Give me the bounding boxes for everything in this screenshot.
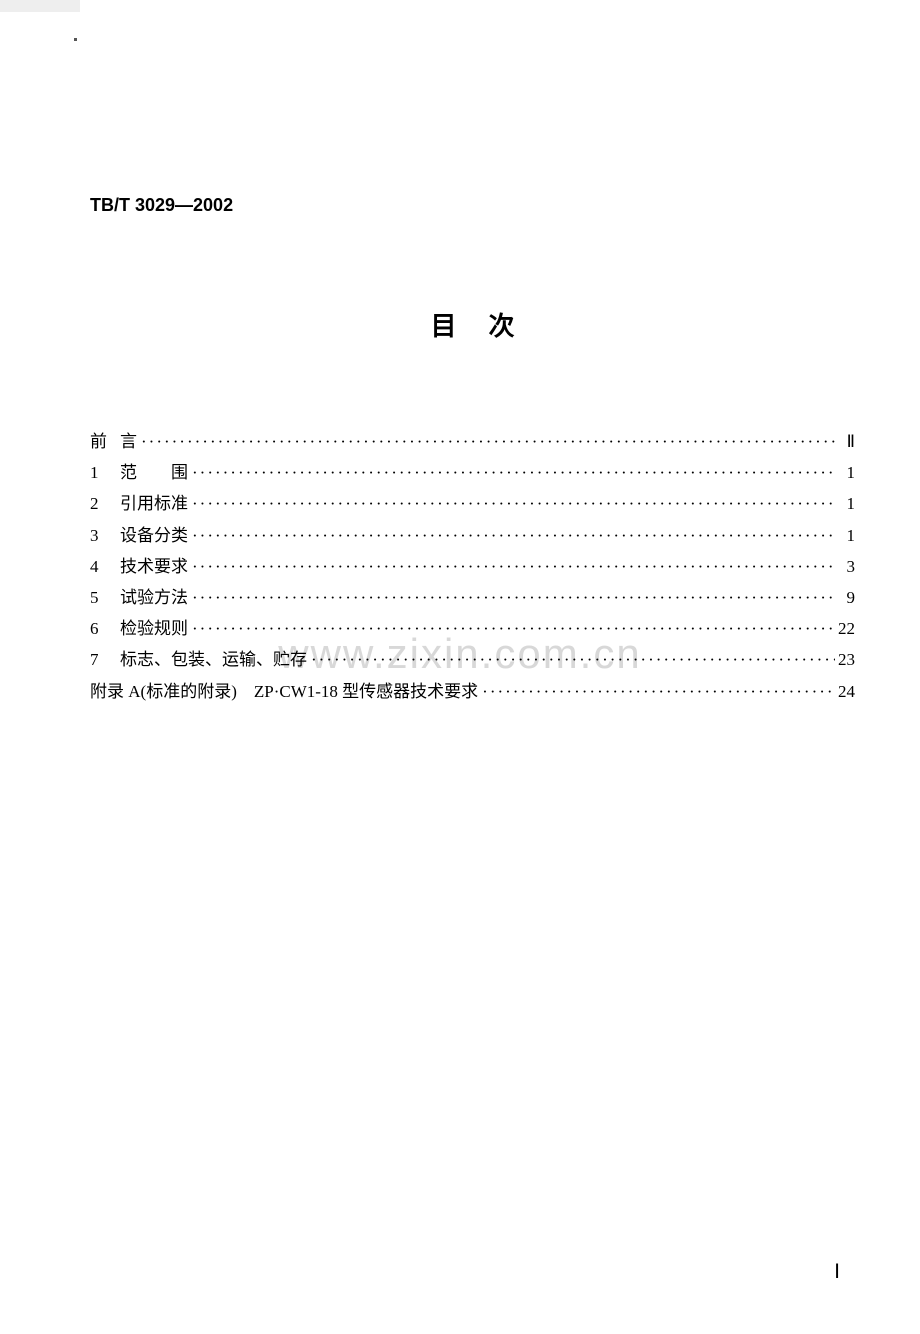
toc-leader [307,646,835,673]
toc-page-num: 22 [835,615,855,642]
toc-row: 3 设备分类 1 [90,522,855,549]
toc-leader [188,459,835,486]
toc-section-label: 范 围 [120,459,188,486]
toc-section-num: 6 [90,615,120,642]
toc-section-label: 检验规则 [120,615,188,642]
toc-page-num: Ⅱ [835,428,855,455]
toc-leader [137,428,835,455]
table-of-contents: 前 言 Ⅱ 1 范 围 1 2 引用标准 1 3 设备分类 1 4 技术要求 [90,428,855,705]
toc-section-num: 4 [90,553,120,580]
toc-section-label: 设备分类 [120,522,188,549]
toc-preface-b: 言 [120,428,137,455]
toc-row-appendix: 附录 A(标准的附录) ZP·CW1-18 型传感器技术要求 24 [90,678,855,705]
toc-row: 7 标志、包装、运输、贮存 23 [90,646,855,673]
document-page: TB/T 3029—2002 目次 www.zixin.com.cn 前 言 Ⅱ… [0,0,920,1334]
toc-leader [478,678,835,705]
toc-page-num: 3 [835,553,855,580]
toc-section-num: 1 [90,459,120,486]
toc-preface-a: 前 [90,428,120,455]
toc-row: 4 技术要求 3 [90,553,855,580]
toc-section-label: 试验方法 [120,584,188,611]
page-number: Ⅰ [834,1259,840,1284]
toc-row: 1 范 围 1 [90,459,855,486]
toc-page-num: 23 [835,646,855,673]
toc-page-num: 1 [835,459,855,486]
toc-leader [188,553,835,580]
toc-leader [188,522,835,549]
toc-section-label: 引用标准 [120,490,188,517]
standard-code: TB/T 3029—2002 [90,195,855,216]
toc-section-label: 标志、包装、运输、贮存 [120,646,307,673]
toc-leader [188,615,835,642]
toc-section-num: 5 [90,584,120,611]
toc-row: 5 试验方法 9 [90,584,855,611]
toc-row-preface: 前 言 Ⅱ [90,428,855,455]
toc-section-num: 3 [90,522,120,549]
toc-row: 6 检验规则 22 [90,615,855,642]
page-title: 目次 [90,306,855,343]
toc-section-num: 2 [90,490,120,517]
toc-section-label: 技术要求 [120,553,188,580]
toc-page-num: 24 [835,678,855,705]
toc-appendix-label: 附录 A(标准的附录) ZP·CW1-18 型传感器技术要求 [90,678,478,705]
toc-page-num: 9 [835,584,855,611]
toc-leader [188,584,835,611]
toc-page-num: 1 [835,490,855,517]
toc-leader [188,490,835,517]
toc-row: 2 引用标准 1 [90,490,855,517]
toc-section-num: 7 [90,646,120,673]
toc-page-num: 1 [835,522,855,549]
